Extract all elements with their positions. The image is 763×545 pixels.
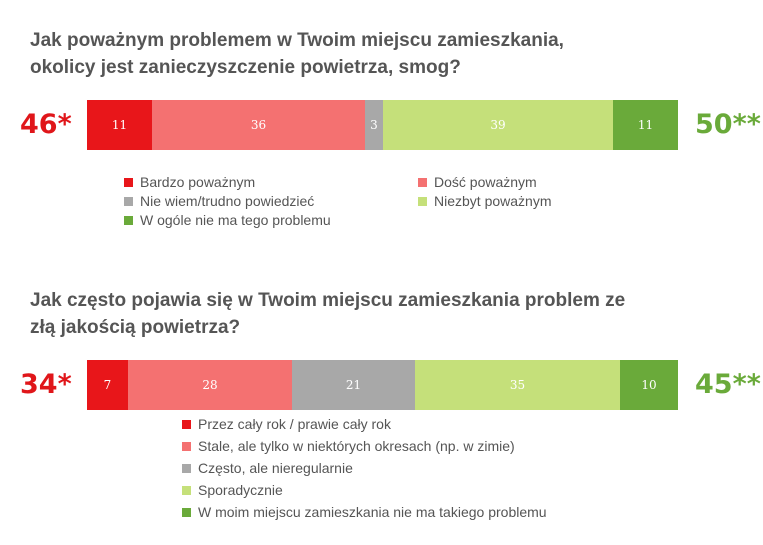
chart1-title: Jak poważnym problemem w Twoim miejscu z… xyxy=(30,27,564,81)
legend-swatch xyxy=(418,177,427,187)
chart1-stacked-bar: 11 36 3 39 11 xyxy=(87,100,678,150)
chart1-left-total: 46* xyxy=(20,109,72,140)
bar-value-label: 35 xyxy=(509,378,526,392)
legend-label: Stale, ale tylko w niektórych okresach (… xyxy=(198,438,515,454)
legend-swatch xyxy=(182,441,191,451)
legend-swatch xyxy=(182,419,191,429)
chart1-title-line1: Jak poważnym problemem w Twoim miejscu z… xyxy=(30,30,564,51)
bar-value-label: 10 xyxy=(641,378,657,392)
legend-label: Sporadycznie xyxy=(198,482,283,498)
bar-segment: 7 xyxy=(87,360,128,410)
chart2-title-line1: Jak często pojawia się w Twoim miejscu z… xyxy=(30,290,626,311)
legend-item: Często, ale nieregularnie xyxy=(182,460,353,476)
chart2-stacked-bar: 7 28 21 35 10 xyxy=(87,360,678,410)
legend-item: W ogóle nie ma tego problemu xyxy=(124,212,331,228)
bar-segment: 11 xyxy=(613,100,678,150)
bar-segment: 3 xyxy=(365,100,383,150)
legend-item: Przez cały rok / prawie cały rok xyxy=(182,416,391,432)
legend-item: Sporadycznie xyxy=(182,482,283,498)
chart2-right-total: 45** xyxy=(695,369,761,400)
legend-swatch xyxy=(182,485,191,495)
legend-item: Dość poważnym xyxy=(418,174,537,190)
legend-item: Bardzo poważnym xyxy=(124,174,255,190)
bar-value-label: 39 xyxy=(490,118,506,132)
legend-label: Nie wiem/trudno powiedzieć xyxy=(140,193,315,209)
legend-label: W ogóle nie ma tego problemu xyxy=(140,212,331,228)
bar-value-label: 11 xyxy=(637,118,654,132)
bar-segment: 21 xyxy=(292,360,415,410)
chart1-right-total: 50** xyxy=(695,109,761,140)
bar-value-label: 21 xyxy=(345,378,362,392)
bar-segment: 35 xyxy=(415,360,620,410)
bar-segment: 28 xyxy=(128,360,292,410)
bar-value-label: 3 xyxy=(370,118,378,132)
bar-value-label: 11 xyxy=(111,118,128,132)
chart1-title-line2: okolicy jest zanieczyszczenie powietrza,… xyxy=(30,57,461,78)
legend-swatch xyxy=(124,196,133,206)
legend-item: Niezbyt poważnym xyxy=(418,193,552,209)
bar-value-label: 36 xyxy=(250,118,267,132)
bar-segment: 39 xyxy=(383,100,613,150)
legend-item: Nie wiem/trudno powiedzieć xyxy=(124,193,314,209)
legend-swatch xyxy=(182,463,191,473)
chart2-title-line2: złą jakością powietrza? xyxy=(30,317,241,338)
bar-segment: 36 xyxy=(152,100,365,150)
bar-segment: 10 xyxy=(620,360,678,410)
chart2-title: Jak często pojawia się w Twoim miejscu z… xyxy=(30,287,625,341)
bar-value-label: 7 xyxy=(103,378,112,392)
chart2-left-total: 34* xyxy=(20,369,72,400)
legend-swatch xyxy=(124,177,133,187)
legend-item: W moim miejscu zamieszkania nie ma takie… xyxy=(182,504,547,520)
legend-label: Przez cały rok / prawie cały rok xyxy=(198,416,391,432)
legend-item: Stale, ale tylko w niektórych okresach (… xyxy=(182,438,515,454)
legend-swatch xyxy=(182,507,191,517)
bar-segment: 11 xyxy=(87,100,152,150)
legend-swatch xyxy=(124,215,133,225)
legend-label: Często, ale nieregularnie xyxy=(198,460,353,476)
legend-label: W moim miejscu zamieszkania nie ma takie… xyxy=(198,504,547,520)
bar-value-label: 28 xyxy=(202,378,218,392)
legend-label: Dość poważnym xyxy=(434,174,537,190)
legend-swatch xyxy=(418,196,427,206)
legend-label: Niezbyt poważnym xyxy=(434,193,552,209)
legend-label: Bardzo poważnym xyxy=(140,174,256,190)
